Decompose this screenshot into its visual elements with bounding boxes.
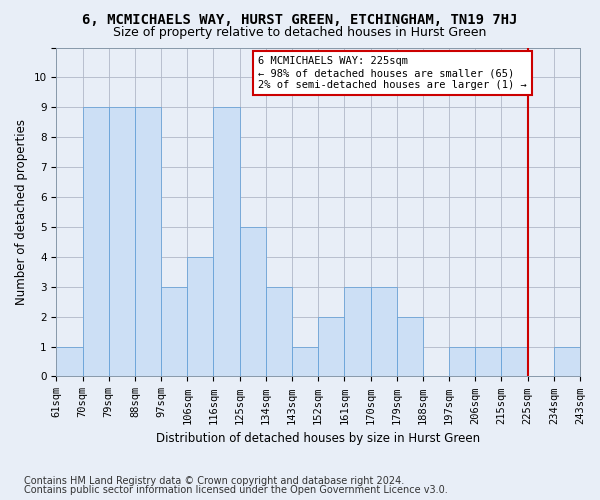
Bar <box>449 346 475 376</box>
Text: Contains HM Land Registry data © Crown copyright and database right 2024.: Contains HM Land Registry data © Crown c… <box>24 476 404 486</box>
Bar <box>214 108 239 376</box>
Bar <box>109 108 135 376</box>
Bar <box>239 227 266 376</box>
Bar <box>397 316 423 376</box>
Bar <box>135 108 161 376</box>
Bar <box>266 286 292 376</box>
Bar <box>56 346 83 376</box>
Bar <box>161 286 187 376</box>
Bar <box>187 257 214 376</box>
Bar <box>371 286 397 376</box>
Y-axis label: Number of detached properties: Number of detached properties <box>15 119 28 305</box>
Bar <box>344 286 371 376</box>
Text: Size of property relative to detached houses in Hurst Green: Size of property relative to detached ho… <box>113 26 487 39</box>
Bar <box>83 108 109 376</box>
X-axis label: Distribution of detached houses by size in Hurst Green: Distribution of detached houses by size … <box>156 432 480 445</box>
Bar <box>475 346 502 376</box>
Text: 6, MCMICHAELS WAY, HURST GREEN, ETCHINGHAM, TN19 7HJ: 6, MCMICHAELS WAY, HURST GREEN, ETCHINGH… <box>82 12 518 26</box>
Text: Contains public sector information licensed under the Open Government Licence v3: Contains public sector information licen… <box>24 485 448 495</box>
Text: 6 MCMICHAELS WAY: 225sqm
← 98% of detached houses are smaller (65)
2% of semi-de: 6 MCMICHAELS WAY: 225sqm ← 98% of detach… <box>258 56 527 90</box>
Bar <box>554 346 580 376</box>
Bar <box>292 346 318 376</box>
Bar <box>502 346 527 376</box>
Bar <box>318 316 344 376</box>
